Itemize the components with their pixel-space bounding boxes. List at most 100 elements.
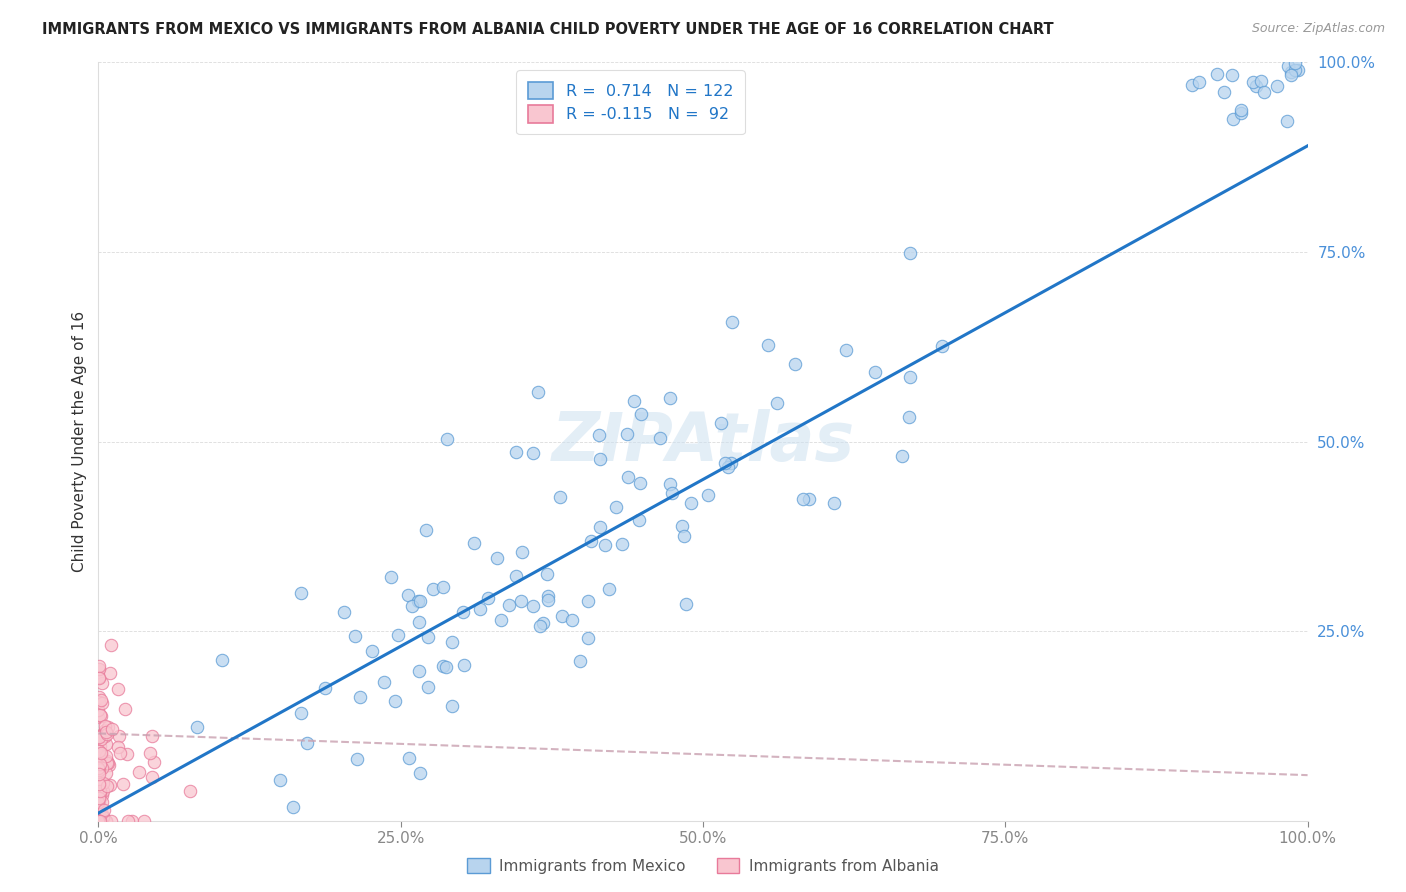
Point [87, 764, 110, 778]
Point [569, 654, 592, 668]
Point [134, 814, 156, 828]
Point [314, 681, 336, 695]
Point [96, 814, 118, 828]
Point [863, 365, 886, 379]
Point [89, 731, 111, 745]
Point [451, 605, 474, 619]
Point [93, 729, 115, 743]
Point [1212, 86, 1234, 100]
Point [659, 477, 682, 491]
Point [290, 706, 312, 721]
Point [98, 665, 121, 680]
Point [91, 776, 114, 790]
Point [114, 702, 136, 716]
Point [87, 767, 110, 781]
Point [94, 718, 117, 732]
Point [630, 407, 652, 421]
Point [396, 588, 419, 602]
Point [94, 724, 117, 739]
Point [1253, 85, 1275, 99]
Point [211, 653, 233, 667]
Point [617, 470, 640, 484]
Y-axis label: Child Poverty Under the Age of 16: Child Poverty Under the Age of 16 [72, 311, 87, 572]
Point [505, 444, 527, 458]
Point [463, 536, 485, 550]
Point [675, 597, 697, 611]
Point [141, 729, 163, 743]
Point [90, 788, 112, 802]
Point [605, 500, 627, 514]
Point [90, 806, 112, 821]
Point [87, 801, 110, 815]
Legend: Immigrants from Mexico, Immigrants from Albania: Immigrants from Mexico, Immigrants from … [461, 852, 945, 880]
Point [93, 803, 115, 817]
Point [96, 754, 118, 768]
Point [128, 765, 150, 780]
Point [117, 747, 139, 761]
Point [89, 789, 111, 804]
Point [295, 736, 318, 750]
Point [432, 580, 454, 594]
Point [101, 722, 124, 736]
Point [87, 805, 110, 819]
Point [440, 698, 463, 713]
Point [536, 566, 558, 581]
Point [360, 644, 382, 658]
Point [931, 338, 953, 352]
Point [380, 570, 402, 584]
Point [87, 750, 110, 764]
Point [89, 786, 111, 800]
Point [1188, 75, 1211, 89]
Point [720, 456, 742, 470]
Point [87, 658, 110, 673]
Legend: R =  0.714   N = 122, R = -0.115   N =  92: R = 0.714 N = 122, R = -0.115 N = 92 [516, 70, 745, 134]
Point [900, 369, 922, 384]
Point [1222, 112, 1244, 127]
Point [576, 632, 599, 646]
Point [98, 778, 121, 792]
Point [1279, 65, 1302, 79]
Point [409, 766, 432, 780]
Point [89, 729, 111, 743]
Point [485, 551, 508, 566]
Point [87, 766, 110, 780]
Point [1284, 56, 1306, 70]
Point [453, 658, 475, 673]
Point [415, 523, 437, 537]
Point [510, 545, 533, 559]
Point [612, 537, 634, 551]
Point [432, 658, 454, 673]
Point [522, 599, 544, 614]
Point [90, 747, 112, 761]
Point [87, 710, 110, 724]
Point [408, 615, 430, 629]
Point [709, 417, 731, 431]
Point [97, 758, 120, 772]
Point [89, 775, 111, 789]
Point [90, 675, 112, 690]
Point [90, 693, 112, 707]
Point [110, 747, 132, 761]
Point [1286, 62, 1309, 77]
Point [1277, 59, 1299, 73]
Point [401, 599, 423, 613]
Point [111, 777, 134, 791]
Point [714, 457, 737, 471]
Point [117, 814, 139, 828]
Point [598, 582, 620, 596]
Point [96, 779, 118, 793]
Point [87, 814, 110, 828]
Point [595, 539, 617, 553]
Point [441, 635, 464, 649]
Point [87, 731, 110, 746]
Point [87, 730, 110, 744]
Point [87, 791, 110, 805]
Point [673, 529, 696, 543]
Point [141, 770, 163, 784]
Point [679, 496, 702, 510]
Point [96, 756, 118, 770]
Text: ZIPAtlas: ZIPAtlas [551, 409, 855, 475]
Point [89, 757, 111, 772]
Point [1275, 114, 1298, 128]
Point [87, 750, 110, 764]
